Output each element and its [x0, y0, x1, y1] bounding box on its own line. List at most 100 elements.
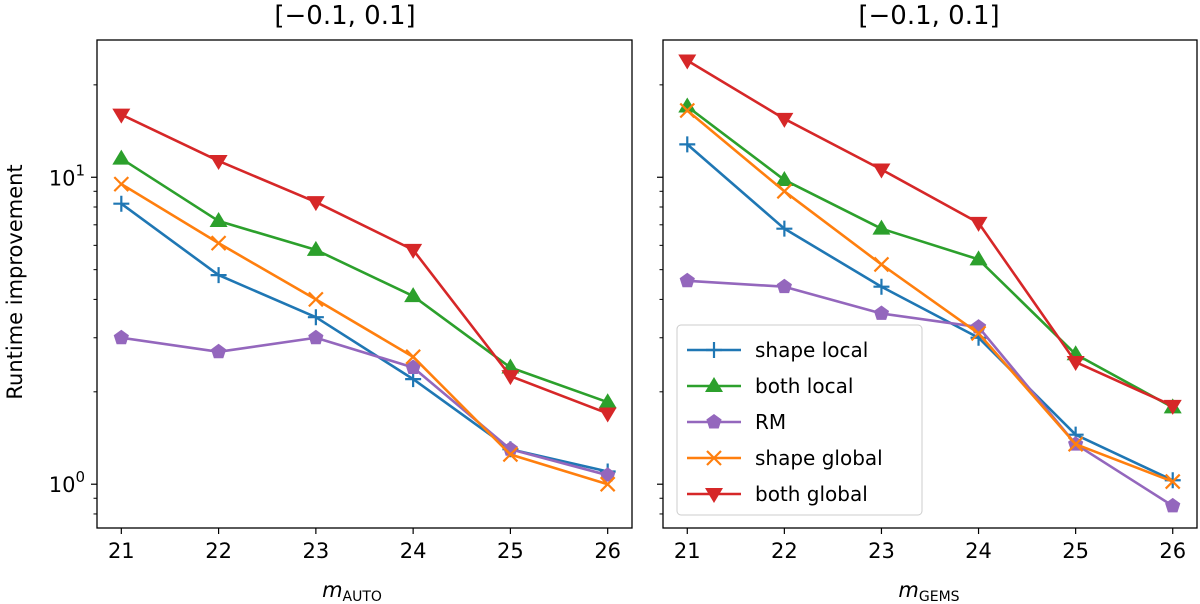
left-series-line-both-local [120, 157, 609, 404]
right-series-both-local [678, 97, 1182, 414]
right-x-tick-label: 25 [1062, 539, 1089, 563]
left-data-point-shape-global [308, 291, 324, 308]
right-data-point-both-global [1066, 356, 1085, 372]
left-data-point-rm [600, 467, 616, 482]
left-data-point-shape-global [502, 446, 519, 463]
left-x-tick-label: 24 [400, 539, 427, 563]
right-data-point-both-local [678, 97, 697, 113]
right-data-point-both-global [872, 163, 891, 179]
right-data-point-shape-local [679, 136, 696, 153]
right-series-line-shape-local [686, 143, 1174, 482]
right-x-tick-label: 24 [965, 539, 992, 563]
left-data-point-both-local [598, 393, 617, 409]
left-series-line-both-global [120, 113, 609, 415]
left-data-point-both-local [112, 149, 131, 165]
left-y-tick-label: 101 [49, 161, 85, 190]
left-data-point-both-local [306, 240, 325, 256]
left-series-line-rm [121, 336, 609, 477]
right-x-axis-label-sub: GEMS [919, 589, 960, 604]
legend-label-both-global: both global [755, 482, 868, 506]
left-y-axis-label: Runtime improvement [3, 164, 27, 399]
right-data-point-both-global [1163, 399, 1182, 415]
right-series-both-global [678, 54, 1182, 415]
left-data-point-both-local [209, 212, 228, 228]
right-data-point-both-local [775, 170, 794, 186]
left-data-point-both-global [598, 407, 617, 423]
left-data-point-rm [113, 329, 129, 345]
left-x-axis-label-sub: AUTO [343, 589, 382, 604]
right-data-point-shape-global [873, 256, 890, 273]
legend-label-rm: RM [755, 410, 786, 434]
right-x-tick-label: 21 [674, 539, 701, 563]
right-data-point-shape-global [1067, 436, 1084, 452]
left-series-line-shape-local [120, 202, 608, 473]
right-data-point-rm [679, 272, 695, 288]
right-data-point-shape-global [1164, 473, 1181, 490]
left-data-point-shape-global [210, 235, 227, 251]
legend-marker-both-global [705, 488, 723, 503]
right-series-line-rm [687, 279, 1174, 507]
left-x-tick-label: 21 [108, 539, 135, 563]
left-plot-frame [96, 39, 633, 529]
legend-label-shape-global: shape global [755, 446, 883, 470]
right-data-point-shape-local [873, 278, 890, 295]
left-y-tick-base: 10 [49, 166, 76, 190]
right-panel-title: [−0.1, 0.1] [858, 1, 999, 31]
left-data-point-shape-local [307, 309, 324, 326]
left-y-tick-exponent: 1 [75, 161, 85, 179]
left-x-axis-label-main: m [322, 578, 342, 602]
right-x-tick-label: 23 [868, 539, 895, 563]
left-y-tick-exponent: 0 [75, 468, 85, 486]
left-data-point-both-global [501, 370, 520, 386]
legend: shape local both local RM shape global both … [676, 324, 923, 516]
right-x-axis-label: mGEMS [898, 578, 959, 604]
left-data-point-shape-global [405, 349, 421, 365]
right-data-point-rm [970, 319, 987, 334]
right-data-point-both-global [775, 112, 794, 128]
left-data-point-both-global [112, 108, 131, 124]
legend-marker-shape-local [706, 342, 722, 358]
left-x-tick-label: 26 [594, 539, 621, 563]
right-series-line-shape-global [686, 109, 1174, 483]
right-data-point-shape-global [970, 325, 987, 342]
left-data-point-both-global [209, 154, 228, 170]
right-series-shape-global [679, 102, 1181, 490]
left-data-point-both-local [404, 287, 423, 303]
left-x-axis-label: mAUTO [322, 578, 382, 604]
right-x-tick-label: 26 [1159, 539, 1186, 563]
right-data-point-both-local [872, 219, 891, 235]
legend-marker-shape-global [706, 450, 722, 466]
left-data-point-both-global [404, 243, 423, 259]
legend-marker-rm [706, 414, 722, 429]
right-data-point-rm [873, 305, 890, 320]
right-data-point-both-global [969, 216, 988, 232]
left-data-point-shape-local [113, 195, 130, 212]
right-series-line-both-global [686, 59, 1174, 408]
left-series-line-shape-global [120, 182, 609, 486]
left-data-point-shape-global [113, 176, 130, 192]
left-series-rm [113, 329, 616, 482]
right-x-axis-label-main: m [898, 578, 918, 602]
legend-label-shape-local: shape local [755, 338, 868, 362]
legend-label-both-local: both local [755, 374, 853, 398]
left-series-both-local [112, 149, 617, 409]
right-panel: [−0.1, 0.1] mGEMS 21 22 23 24 25 26 shape loca… [657, 1, 1198, 604]
left-data-point-rm [308, 329, 324, 345]
left-panel-title: [−0.1, 0.1] [274, 1, 415, 31]
right-data-point-rm [1165, 497, 1181, 513]
left-data-point-both-global [306, 196, 325, 212]
left-series-shape-global [113, 176, 616, 492]
legend-box [676, 324, 923, 516]
left-data-point-rm [405, 359, 421, 374]
left-x-tick-label: 22 [205, 539, 232, 563]
legend-marker-both-local [705, 377, 723, 392]
right-series-line-both-local [686, 105, 1174, 409]
left-data-point-shape-global [599, 476, 616, 492]
right-data-point-both-global [678, 54, 697, 70]
right-data-point-rm [776, 278, 792, 294]
left-series-shape-local [113, 195, 616, 480]
left-data-point-shape-local [210, 267, 227, 284]
right-data-point-both-local [969, 250, 988, 266]
left-series-both-global [112, 108, 617, 423]
